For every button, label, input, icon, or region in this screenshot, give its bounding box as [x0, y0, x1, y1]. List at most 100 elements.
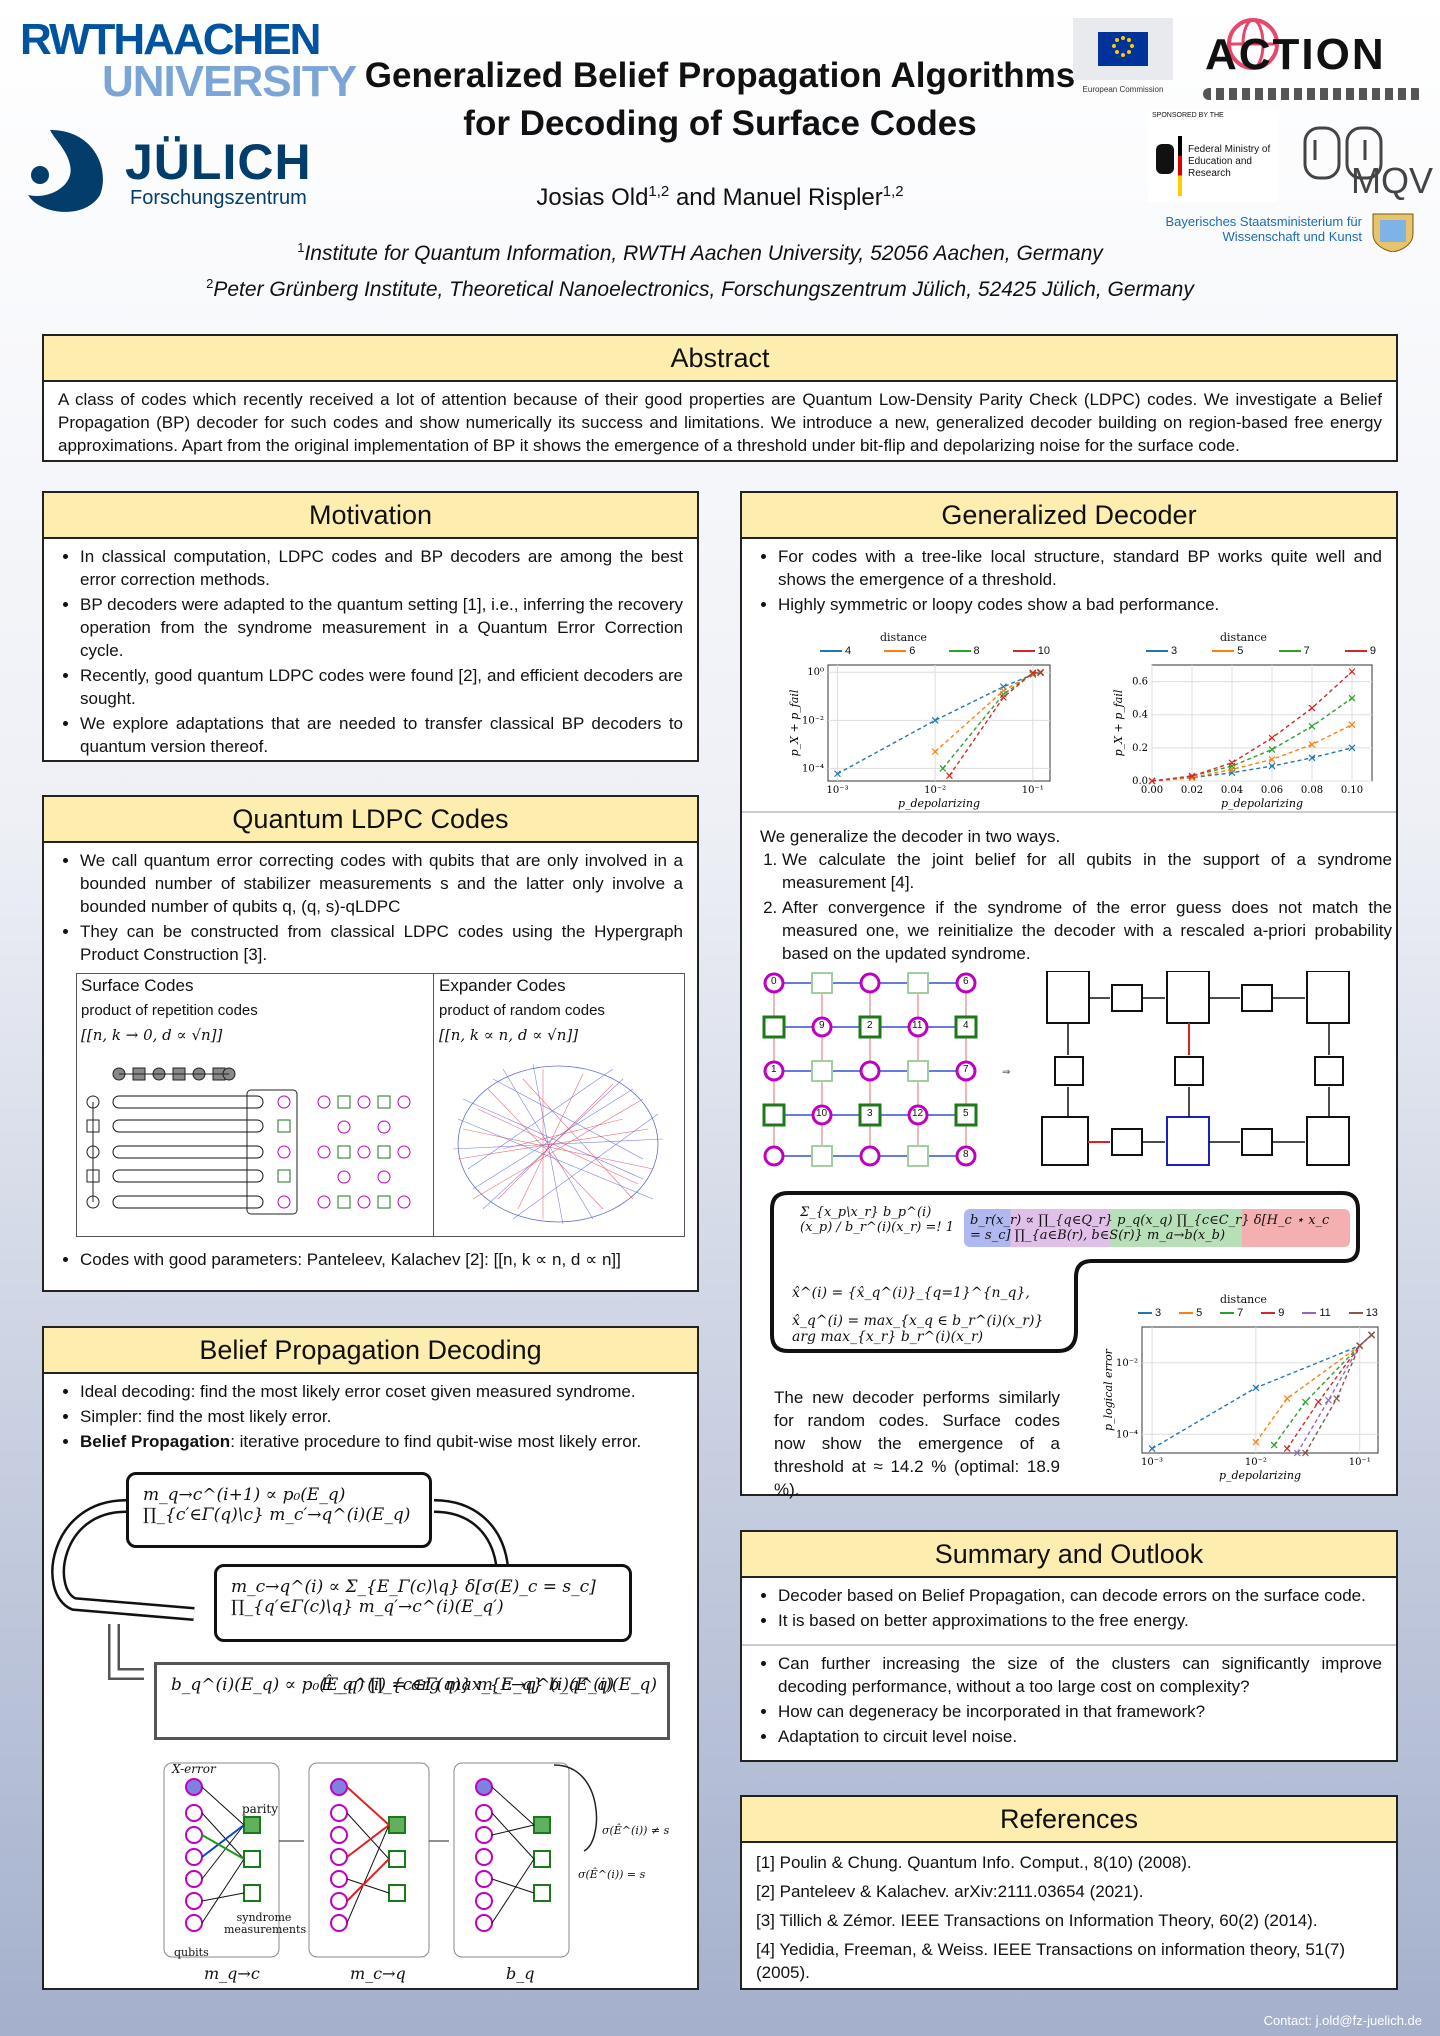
data-point: [1368, 1331, 1375, 1339]
bavaria-crest-icon: [1372, 213, 1414, 252]
gd-divider: [742, 811, 1396, 813]
series-line-5: [1151, 724, 1353, 782]
grid-node-label: 12: [912, 1108, 924, 1119]
list-item: Simpler: find the most likely error.: [80, 1405, 683, 1428]
list-item: It is based on better approximations to …: [778, 1609, 1382, 1632]
gd-eq-consistency: Σ_{x_p\x_r} b_p^(i)(x_p) / b_r^(i)(x_r) …: [800, 1205, 955, 1235]
data-point: [1148, 1445, 1156, 1452]
list-item: We explore adaptations that are needed t…: [80, 712, 683, 758]
list-item: We calculate the joint belief for all qu…: [782, 848, 1392, 894]
y-tick-label: 0.4: [1132, 710, 1148, 721]
list-item: Highly symmetric or loopy codes show a b…: [778, 593, 1382, 616]
series-line-8: [942, 671, 1041, 769]
surface-codes-title: Surface Codes: [81, 976, 194, 995]
y-axis-label: p_X + p_fail: [1112, 689, 1125, 756]
data-point: [1228, 759, 1236, 767]
data-point: [1252, 1438, 1260, 1446]
x-tick-label: 0.06: [1261, 785, 1283, 796]
data-point: [1308, 754, 1316, 762]
rwth-logo-line2: UNIVERSITY: [102, 57, 357, 106]
series-line-11: [1296, 1334, 1373, 1454]
y-tick-label: 10⁻⁴: [1116, 1429, 1138, 1440]
affil1-sup: 1: [297, 240, 305, 255]
y-tick-label: 10⁻⁴: [802, 763, 824, 774]
qldpc-heading: Quantum LDPC Codes: [44, 797, 697, 843]
series-line-9: [1151, 671, 1353, 782]
data-point: [1356, 1342, 1364, 1350]
bavaria-text: Bayerisches Staatsministerium für Wissen…: [1165, 214, 1362, 244]
grid-node-label: 4: [963, 1020, 969, 1031]
german-flag-bar: [1178, 136, 1182, 196]
bavaria-logo: Bayerisches Staatsministerium für Wissen…: [1140, 212, 1435, 252]
data-point: [1348, 668, 1356, 676]
expander-codes-params: [[n, k ∝ n, d ∝ √n]]: [439, 1026, 579, 1044]
x-tick-label: 0.08: [1301, 785, 1323, 796]
diag-syndrome-label: syndrome measurements: [224, 1911, 307, 1936]
data-point: [1037, 668, 1044, 676]
series-line-10: [948, 671, 1041, 777]
x-tick-label: 10⁻²: [1245, 1457, 1267, 1468]
data-point: [1308, 722, 1316, 730]
gd-eq-belief: b_r(x_r) ∝ ∏_{q∈Q_r} p_q(x_q) ∏_{c∈C_r} …: [964, 1209, 1350, 1247]
list-item: For codes with a tree-like local structu…: [778, 545, 1382, 591]
y-axis-label: p_logical error: [1102, 1348, 1115, 1431]
author-2: Manuel Rispler: [722, 184, 883, 211]
list-item: In classical computation, LDPC codes and…: [80, 545, 683, 591]
grid-node-label: 1: [771, 1064, 777, 1075]
chart2-legend-title: distance: [1220, 631, 1267, 644]
diag-parity-label: parity: [242, 1802, 279, 1816]
abstract-heading: Abstract: [44, 336, 1396, 382]
x-tick-label: 10⁻²: [924, 785, 946, 796]
chart3-legend-item: 9: [1261, 1307, 1284, 1319]
x-tick-label: 0.00: [1141, 785, 1163, 796]
contact-email[interactable]: Contact: j.old@fz-juelich.de: [1263, 2013, 1422, 2028]
list-item: Ideal decoding: find the most likely err…: [80, 1380, 683, 1403]
rwth-logo: RWTHAACHEN UNIVERSITY: [20, 18, 357, 106]
reference-item: [4] Yedidia, Freeman, & Weiss. IEEE Tran…: [756, 1940, 1345, 1982]
chart-1: distance 4 6 8 10 10⁻³ 10⁻² 10⁻¹ 10⁰ 10⁻² 10⁻…: [770, 631, 1060, 811]
plot-area: [1151, 664, 1373, 782]
codes-comparison-box: Surface Codes product of repetition code…: [76, 973, 685, 1237]
chart3-legend-title: distance: [1220, 1293, 1267, 1306]
author-1-sup: 1,2: [648, 183, 670, 200]
data-point: [999, 690, 1007, 698]
poster-title: Generalized Belief Propagation Algorithm…: [360, 52, 1080, 148]
data-point: [999, 693, 1007, 701]
gd-result-text: The new decoder performs similarly for r…: [774, 1388, 1060, 1499]
julich-logo-sub: Forschungszentrum: [130, 187, 307, 209]
list-item: After convergence if the syndrome of the…: [782, 896, 1392, 965]
bp-heading: Belief Propagation Decoding: [44, 1328, 697, 1374]
title-line2: for Decoding of Surface Codes: [463, 104, 977, 143]
data-point: [1302, 1398, 1309, 1406]
data-point: [1270, 1441, 1278, 1449]
expander-graph-diagram: [452, 1063, 664, 1225]
y-tick-label: 0.6: [1132, 677, 1148, 688]
chart1-legend-item: 4: [820, 645, 851, 657]
grid-node-label: 5: [963, 1108, 969, 1119]
y-tick-label: 10⁰: [807, 667, 824, 678]
action-logo: ACTION: [1203, 8, 1428, 108]
motivation-list: In classical computation, LDPC codes and…: [58, 545, 683, 758]
summary-panel: Summary and Outlook Decoder based on Bel…: [740, 1530, 1398, 1762]
chart-3: distance 3 5 7 9 11 13 10⁻³ 10⁻² 10⁻¹ 10⁻² 1…: [1080, 1293, 1390, 1489]
data-point: [1029, 669, 1037, 677]
region-graph-diagram: ⇒: [762, 971, 1350, 1167]
authors-and: and: [669, 184, 723, 211]
diag-label-m-qc: m_q→c: [204, 1964, 260, 1983]
grid-node-label: 10: [816, 1108, 828, 1119]
series-line-3: [1151, 747, 1353, 782]
y-tick-label: 0.0: [1132, 776, 1148, 787]
data-point: [931, 748, 939, 756]
bp-eq4: Ê_q^(i) = arg max_{E_q} b_q^(i)(E_q): [321, 1675, 657, 1695]
x-tick-label: 0.04: [1221, 785, 1243, 796]
list-item: Codes with good parameters: Panteleev, K…: [80, 1248, 698, 1271]
surface-codes-params: [[n, k → 0, d ∝ √n]]: [81, 1026, 223, 1044]
action-logo-text: ACTION: [1205, 30, 1386, 79]
affiliation-2: 2Peter Grünberg Institute, Theoretical N…: [180, 276, 1220, 302]
x-axis-label: p_depolarizing: [898, 797, 980, 810]
grid-node-label: 3: [867, 1108, 873, 1119]
affiliation-1: 1Institute for Quantum Information, RWTH…: [240, 240, 1160, 266]
x-tick-label: 10⁻³: [826, 785, 848, 796]
reference-item: [3] Tillich & Zémor. IEEE Transactions o…: [756, 1911, 1318, 1930]
grid-node-label: 11: [912, 1020, 923, 1031]
